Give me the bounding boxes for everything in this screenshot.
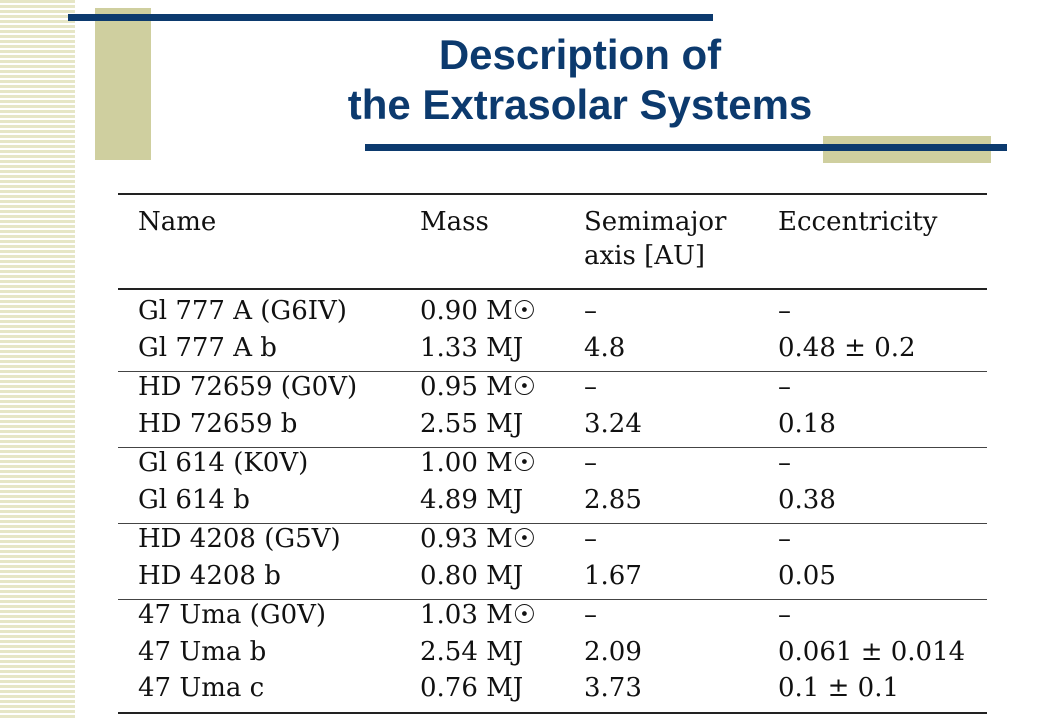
cell-semimajor-axis: 3.24 (584, 408, 642, 439)
cell-eccentricity: 0.48 ± 0.2 (778, 332, 916, 363)
cell-eccentricity: – (778, 448, 791, 478)
slide-title-line1: Description of (438, 31, 722, 78)
decorative-stripe (0, 0, 75, 720)
cell-mass: 0.80 MJ (420, 560, 524, 591)
cell-eccentricity: 0.38 (778, 484, 836, 515)
header-semimajor-line1: Semimajor (584, 207, 727, 237)
cell-mass: 0.93 M☉ (420, 524, 537, 554)
cell-mass: 1.33 MJ (420, 332, 524, 363)
cell-name: Gl 614 (K0V) (138, 448, 309, 478)
cell-semimajor-axis: – (584, 372, 597, 402)
cell-eccentricity: 0.18 (778, 408, 836, 439)
cell-eccentricity: 0.1 ± 0.1 (778, 673, 900, 703)
cell-name: Gl 777 A (G6IV) (138, 296, 347, 326)
cell-semimajor-axis: 3.73 (584, 673, 642, 703)
cell-semimajor-axis: 4.8 (584, 332, 626, 363)
cell-eccentricity: 0.061 ± 0.014 (778, 636, 966, 667)
header-name: Name (138, 207, 217, 237)
cell-mass: 0.95 M☉ (420, 372, 537, 402)
decorative-line-top (68, 14, 713, 21)
group-separator-rule (118, 371, 987, 372)
cell-name: HD 4208 b (138, 560, 281, 591)
cell-mass: 2.55 MJ (420, 408, 524, 439)
cell-semimajor-axis: 2.09 (584, 636, 642, 667)
cell-mass: 0.76 MJ (420, 673, 524, 703)
cell-name: HD 4208 (G5V) (138, 524, 341, 554)
cell-mass: 0.90 M☉ (420, 296, 537, 326)
cell-name: Gl 614 b (138, 484, 250, 515)
cell-semimajor-axis: – (584, 524, 597, 554)
cell-name: 47 Uma b (138, 636, 267, 667)
cell-mass: 1.03 M☉ (420, 600, 537, 630)
cell-mass: 1.00 M☉ (420, 448, 537, 478)
cell-semimajor-axis: – (584, 448, 597, 478)
header-bottom-rule (118, 288, 987, 290)
cell-name: Gl 777 A b (138, 332, 277, 363)
table-top-rule (118, 193, 987, 195)
cell-name: 47 Uma (G0V) (138, 600, 327, 630)
cell-semimajor-axis: 2.85 (584, 484, 642, 515)
header-mass: Mass (420, 207, 489, 237)
slide-title-line2: the Extrasolar Systems (347, 81, 813, 128)
cell-name: HD 72659 (G0V) (138, 372, 358, 402)
cell-semimajor-axis: – (584, 600, 597, 630)
decorative-block-left (95, 8, 151, 160)
header-eccentricity: Eccentricity (778, 207, 938, 237)
cell-semimajor-axis: 1.67 (584, 560, 642, 591)
group-separator-rule (118, 599, 987, 600)
header-semimajor-line2: axis [AU] (584, 241, 706, 271)
cell-eccentricity: – (778, 600, 791, 630)
cell-eccentricity: – (778, 296, 791, 326)
group-separator-rule (118, 447, 987, 448)
exoplanet-table: Name Mass Semimajor axis [AU] Eccentrici… (118, 193, 987, 718)
cell-eccentricity: – (778, 524, 791, 554)
cell-mass: 2.54 MJ (420, 636, 524, 667)
cell-name: HD 72659 b (138, 408, 298, 439)
cell-eccentricity: 0.05 (778, 560, 836, 591)
cell-semimajor-axis: – (584, 296, 597, 326)
group-separator-rule (118, 523, 987, 524)
slide-title: Description of the Extrasolar Systems (230, 30, 930, 130)
decorative-line-bottom (365, 144, 1007, 151)
cell-eccentricity: – (778, 372, 791, 402)
cell-mass: 4.89 MJ (420, 484, 524, 515)
table-bottom-rule (118, 711, 987, 714)
cell-name: 47 Uma c (138, 673, 265, 703)
